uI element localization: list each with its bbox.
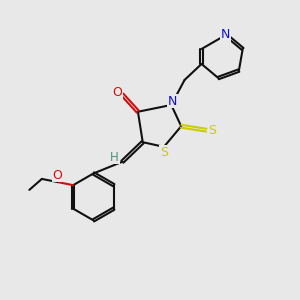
Text: S: S xyxy=(208,124,217,136)
Text: H: H xyxy=(110,151,119,164)
Text: O: O xyxy=(52,169,62,182)
Text: S: S xyxy=(160,146,168,159)
Text: O: O xyxy=(112,86,122,100)
Text: N: N xyxy=(221,28,231,41)
Text: N: N xyxy=(168,94,178,108)
